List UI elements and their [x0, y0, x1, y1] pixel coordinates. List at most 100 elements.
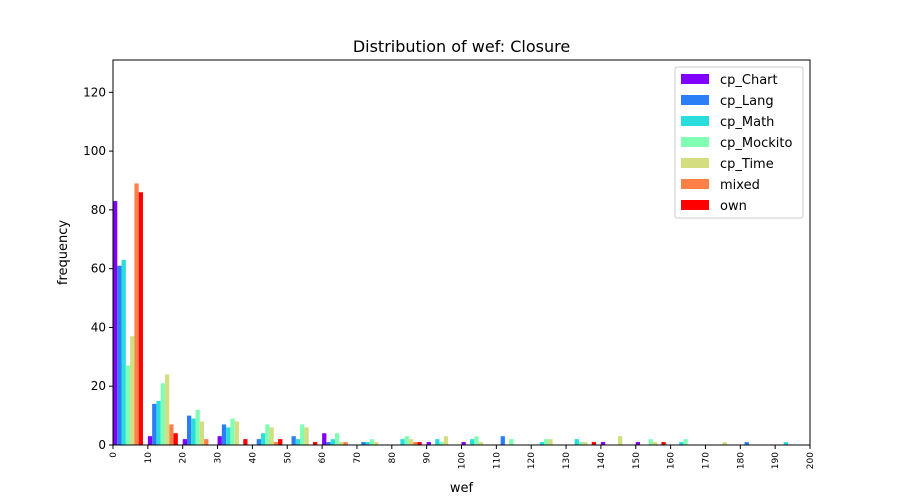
bar-cp_Math-bin-30 [226, 427, 231, 445]
bar-cp_Math-bin-100 [470, 439, 475, 445]
y-tick-label: 120 [83, 85, 106, 99]
bar-own-bin-0 [138, 192, 143, 445]
legend-swatch-cp_Time [681, 158, 709, 168]
bar-own-bin-80 [417, 442, 422, 445]
bar-cp_Time-bin-40 [269, 427, 274, 445]
bar-cp_Time-bin-120 [548, 439, 553, 445]
x-tick-label: 100 [458, 452, 468, 469]
legend-label-cp_Time: cp_Time [720, 157, 774, 172]
bar-cp_Lang-bin-20 [186, 415, 192, 445]
bar-mixed-bin-40 [273, 442, 279, 445]
bar-cp_Time-bin-150 [652, 442, 658, 445]
bar-cp_Time-bin-60 [339, 442, 344, 445]
x-tick-label: 150 [632, 452, 642, 469]
bar-cp_Chart-bin-140 [600, 442, 606, 445]
y-tick-label: 100 [83, 144, 106, 158]
bar-cp_Chart-bin-150 [635, 442, 641, 445]
bar-cp_Time-bin-170 [722, 442, 727, 445]
bar-cp_Lang-bin-10 [152, 403, 157, 445]
x-tick-label: 130 [562, 452, 572, 469]
bar-cp_Chart-bin-0 [113, 201, 118, 445]
x-tick-label: 180 [736, 452, 746, 469]
bar-cp_Chart-bin-20 [182, 439, 187, 445]
bar-cp_Time-bin-30 [234, 421, 239, 445]
x-tick-label: 110 [492, 452, 502, 469]
y-tick-label: 40 [91, 320, 106, 334]
bar-cp_Math-bin-120 [539, 442, 545, 445]
bar-cp_Chart-bin-10 [147, 436, 153, 445]
legend: cp_Chart cp_Lang cp_Math cp_Mockito cp_Timem… [674, 66, 804, 219]
bar-cp_Math-bin-10 [156, 400, 161, 445]
y-tick-label: 60 [91, 262, 106, 276]
bar-cp_Chart-bin-90 [426, 442, 431, 445]
y-tick-label: 0 [98, 438, 106, 452]
legend-label-cp_Mockito: cp_Mockito [720, 136, 792, 151]
bar-cp_Time-bin-100 [478, 442, 483, 445]
bar-cp_Mockito-bin-120 [544, 439, 549, 445]
bar-cp_Mockito-bin-0 [125, 365, 131, 445]
bar-cp_Lang-bin-50 [291, 436, 296, 445]
bar-cp_Mockito-bin-30 [230, 418, 235, 445]
axes-layer: 0 20 40 60 80 100 120 0 10 20 30 40 50 60 70 80 90 100 110… [83, 85, 816, 469]
legend-label-own: own [720, 199, 747, 214]
bar-cp_Math-bin-80 [400, 439, 405, 445]
x-tick-label: 140 [597, 452, 607, 469]
y-axis-label: frequency [56, 220, 71, 286]
legend-label-mixed: mixed [720, 178, 760, 193]
bar-cp_Mockito-bin-100 [474, 436, 479, 445]
bar-own-bin-130 [591, 442, 597, 445]
bar-cp_Math-bin-90 [435, 439, 440, 445]
bars-layer [113, 183, 788, 445]
legend-label-cp_Math: cp_Math [720, 115, 774, 130]
legend-swatch-cp_Math [681, 116, 709, 126]
bar-cp_Mockito-bin-70 [369, 439, 375, 445]
bar-mixed-bin-10 [169, 424, 174, 445]
bar-cp_Lang-bin-70 [361, 442, 366, 445]
bar-cp_Lang-bin-30 [221, 424, 227, 445]
bar-cp_Lang-bin-110 [500, 436, 505, 445]
x-tick-label: 190 [771, 452, 781, 469]
chart-title: Distribution of wef: Closure [353, 37, 570, 56]
x-tick-label: 160 [667, 452, 677, 469]
bar-cp_Mockito-bin-150 [648, 439, 653, 445]
y-tick-label: 20 [91, 379, 106, 393]
bar-cp_Chart-bin-100 [461, 442, 466, 445]
legend-swatch-cp_Chart [681, 74, 709, 84]
bar-cp_Math-bin-130 [574, 439, 579, 445]
bar-cp_Mockito-bin-80 [404, 436, 409, 445]
bar-own-bin-30 [243, 439, 248, 445]
bar-cp_Mockito-bin-60 [334, 433, 340, 445]
bar-own-bin-10 [173, 433, 178, 445]
x-tick-label: 200 [806, 452, 816, 469]
x-tick-label: 40 [248, 452, 258, 464]
x-tick-label: 60 [318, 452, 328, 464]
bar-cp_Time-bin-50 [304, 427, 309, 445]
x-tick-label: 70 [353, 452, 363, 464]
bar-cp_Mockito-bin-110 [509, 439, 514, 445]
bar-cp_Chart-bin-60 [322, 433, 327, 445]
x-tick-label: 170 [701, 452, 711, 469]
bar-cp_Time-bin-70 [374, 442, 379, 445]
y-tick-label: 80 [91, 203, 106, 217]
legend-swatch-cp_Lang [681, 95, 709, 105]
bar-cp_Math-bin-40 [260, 433, 266, 445]
bar-cp_Mockito-bin-90 [439, 442, 444, 445]
bar-cp_Lang-bin-0 [117, 265, 122, 445]
bar-cp_Math-bin-20 [191, 418, 196, 445]
x-tick-label: 30 [214, 452, 224, 464]
legend-swatch-cp_Mockito [681, 137, 709, 147]
bar-cp_Math-bin-60 [330, 439, 335, 445]
bar-own-bin-50 [312, 442, 318, 445]
bar-cp_Mockito-bin-10 [160, 383, 165, 445]
bar-cp_Time-bin-80 [408, 439, 414, 445]
bar-cp_Math-bin-160 [679, 442, 684, 445]
x-tick-label: 80 [388, 452, 398, 464]
x-tick-label: 0 [109, 452, 119, 458]
x-tick-label: 120 [527, 452, 537, 469]
x-tick-label: 50 [283, 452, 293, 464]
bar-cp_Mockito-bin-20 [195, 409, 200, 445]
bar-mixed-bin-60 [343, 442, 348, 445]
bar-cp_Math-bin-70 [365, 442, 370, 445]
bar-cp_Chart-bin-30 [217, 436, 222, 445]
